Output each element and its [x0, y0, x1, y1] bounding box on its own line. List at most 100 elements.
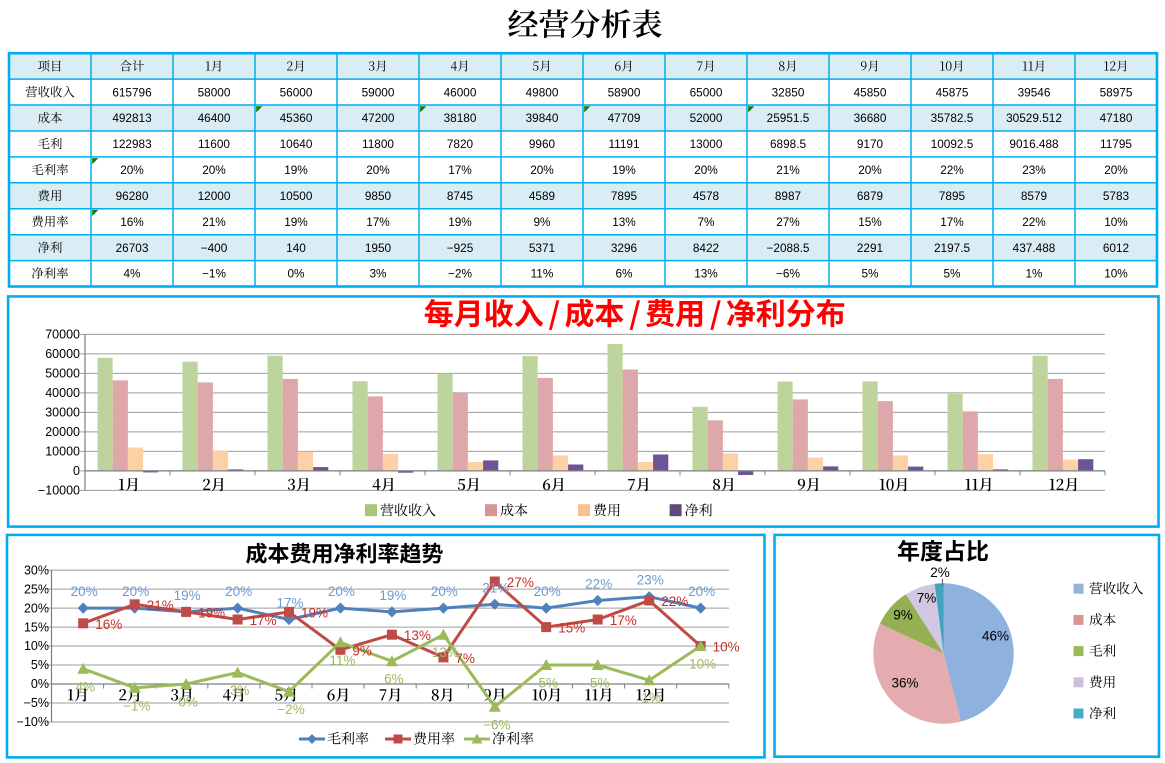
- svg-text:16%: 16%: [120, 215, 144, 229]
- svg-text:17%: 17%: [366, 215, 390, 229]
- svg-text:4%: 4%: [75, 679, 95, 694]
- svg-text:10%: 10%: [689, 657, 716, 672]
- svg-text:13%: 13%: [432, 645, 459, 660]
- svg-text:23%: 23%: [1022, 163, 1046, 177]
- svg-text:5%: 5%: [590, 676, 610, 691]
- svg-text:17%: 17%: [610, 613, 637, 628]
- svg-text:21%: 21%: [482, 580, 509, 595]
- svg-text:12000: 12000: [198, 189, 231, 203]
- svg-text:20%: 20%: [328, 584, 355, 599]
- svg-text:0%: 0%: [287, 267, 305, 281]
- svg-text:9960: 9960: [529, 137, 556, 151]
- svg-text:10%: 10%: [1104, 267, 1128, 281]
- svg-text:6%: 6%: [384, 672, 404, 687]
- svg-text:9170: 9170: [857, 137, 884, 151]
- svg-text:27%: 27%: [776, 215, 800, 229]
- svg-text:1950: 1950: [365, 241, 392, 255]
- svg-text:11600: 11600: [198, 137, 230, 151]
- svg-text:22%: 22%: [1022, 215, 1046, 229]
- svg-text:47709: 47709: [608, 111, 641, 125]
- svg-text:21%: 21%: [147, 598, 174, 613]
- svg-text:6012: 6012: [1103, 241, 1129, 255]
- svg-text:20%: 20%: [225, 584, 252, 599]
- svg-text:7895: 7895: [611, 189, 638, 203]
- svg-text:30000: 30000: [45, 406, 80, 420]
- svg-text:10%: 10%: [24, 639, 49, 653]
- svg-text:−2%: −2%: [448, 267, 472, 281]
- svg-text:10000: 10000: [45, 445, 80, 459]
- svg-text:−1%: −1%: [123, 698, 150, 713]
- svg-text:6879: 6879: [857, 189, 883, 203]
- svg-text:10640: 10640: [280, 137, 313, 151]
- svg-text:23%: 23%: [637, 573, 664, 588]
- svg-text:13%: 13%: [694, 267, 718, 281]
- svg-text:19%: 19%: [448, 215, 472, 229]
- svg-text:36680: 36680: [854, 111, 887, 125]
- svg-text:10%: 10%: [713, 640, 740, 655]
- svg-text:22%: 22%: [940, 163, 964, 177]
- svg-text:1%: 1%: [641, 691, 661, 706]
- svg-text:20%: 20%: [431, 584, 458, 599]
- svg-text:47180: 47180: [1100, 111, 1133, 125]
- svg-text:20%: 20%: [688, 584, 715, 599]
- svg-text:5%: 5%: [943, 267, 961, 281]
- svg-text:20%: 20%: [534, 584, 561, 599]
- svg-text:3%: 3%: [369, 267, 387, 281]
- svg-text:19%: 19%: [379, 588, 406, 603]
- svg-text:35782.5: 35782.5: [931, 111, 974, 125]
- svg-text:22%: 22%: [585, 577, 612, 592]
- svg-text:49800: 49800: [526, 85, 559, 99]
- svg-text:25%: 25%: [24, 582, 49, 596]
- svg-text:20%: 20%: [530, 163, 554, 177]
- svg-text:11795: 11795: [1100, 137, 1132, 151]
- svg-text:−925: −925: [447, 241, 474, 255]
- svg-text:3296: 3296: [611, 241, 638, 255]
- svg-text:8579: 8579: [1021, 189, 1047, 203]
- svg-text:−6%: −6%: [483, 717, 510, 732]
- svg-text:20%: 20%: [71, 584, 98, 599]
- svg-text:−400: −400: [201, 241, 228, 255]
- svg-text:0%: 0%: [31, 677, 49, 691]
- svg-text:65000: 65000: [690, 85, 723, 99]
- svg-text:7%: 7%: [697, 215, 715, 229]
- svg-text:20%: 20%: [202, 163, 226, 177]
- svg-text:2291: 2291: [857, 241, 883, 255]
- svg-text:9%: 9%: [352, 643, 372, 658]
- svg-text:−10000: −10000: [38, 484, 80, 498]
- svg-text:20%: 20%: [122, 584, 149, 599]
- svg-text:−10%: −10%: [17, 715, 49, 729]
- svg-text:19%: 19%: [198, 605, 225, 620]
- svg-text:15%: 15%: [24, 620, 49, 634]
- svg-text:7%: 7%: [455, 651, 475, 666]
- svg-text:0: 0: [73, 464, 80, 478]
- svg-text:20%: 20%: [694, 163, 718, 177]
- svg-text:13%: 13%: [404, 628, 431, 643]
- svg-text:58900: 58900: [608, 85, 641, 99]
- svg-text:20%: 20%: [1104, 163, 1128, 177]
- svg-text:36%: 36%: [891, 676, 918, 691]
- svg-text:46%: 46%: [982, 629, 1009, 644]
- svg-text:4%: 4%: [123, 267, 141, 281]
- svg-text:−2088.5: −2088.5: [767, 241, 810, 255]
- svg-text:19%: 19%: [612, 163, 636, 177]
- svg-text:6898.5: 6898.5: [770, 137, 807, 151]
- svg-text:−1%: −1%: [202, 267, 226, 281]
- svg-text:21%: 21%: [202, 215, 226, 229]
- svg-text:11%: 11%: [329, 653, 355, 668]
- svg-text:−5%: −5%: [24, 696, 49, 710]
- svg-text:−2%: −2%: [277, 702, 304, 717]
- svg-text:11%: 11%: [531, 267, 554, 281]
- svg-text:8987: 8987: [775, 189, 801, 203]
- svg-text:58975: 58975: [1100, 85, 1133, 99]
- svg-text:13%: 13%: [612, 215, 636, 229]
- svg-text:5%: 5%: [538, 676, 558, 691]
- svg-text:46000: 46000: [444, 85, 477, 99]
- svg-text:20%: 20%: [858, 163, 882, 177]
- svg-text:46400: 46400: [198, 111, 231, 125]
- svg-text:17%: 17%: [940, 215, 964, 229]
- svg-text:15%: 15%: [558, 621, 585, 636]
- svg-text:7895: 7895: [939, 189, 966, 203]
- svg-text:17%: 17%: [250, 613, 277, 628]
- svg-text:19%: 19%: [284, 163, 308, 177]
- svg-text:9%: 9%: [893, 608, 913, 623]
